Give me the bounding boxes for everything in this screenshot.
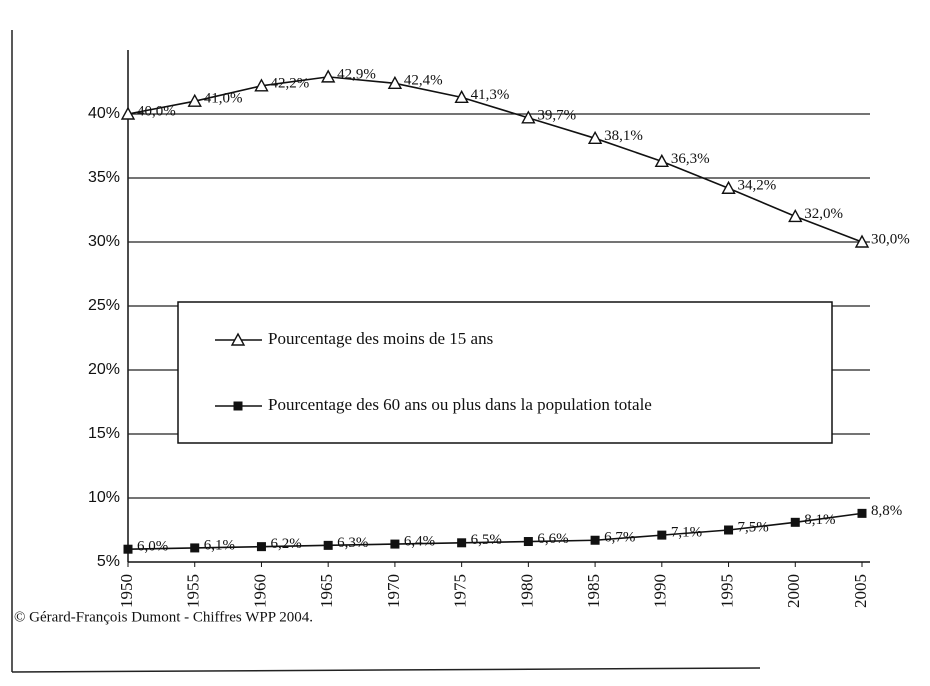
marker-triangle — [587, 130, 603, 145]
y-tick-label: 30% — [88, 233, 120, 250]
marker-triangle — [454, 89, 469, 104]
y-tick-label: 5% — [97, 553, 120, 570]
legend-label: Pourcentage des moins de 15 ans — [268, 329, 493, 348]
marker-triangle — [387, 75, 403, 89]
value-label: 6,0% — [137, 539, 168, 555]
x-tick-label: 1975 — [451, 574, 470, 608]
y-tick-label: 35% — [88, 169, 120, 186]
value-label: 32,0% — [804, 206, 843, 222]
y-tick-label: 40% — [88, 105, 120, 122]
value-label: 30,0% — [871, 231, 910, 247]
x-tick-label: 1980 — [517, 574, 536, 608]
marker-square — [390, 539, 400, 549]
marker-square — [724, 525, 734, 535]
value-label: 34,2% — [738, 178, 777, 194]
value-label: 8,8% — [871, 503, 902, 519]
marker-square — [657, 530, 667, 540]
series-line — [127, 76, 863, 243]
marker-square — [123, 544, 133, 554]
value-label: 6,3% — [337, 535, 368, 551]
value-label: 41,0% — [204, 91, 243, 107]
marker-triangle — [788, 208, 803, 223]
value-label: 6,4% — [404, 534, 435, 550]
value-label: 38,1% — [604, 128, 643, 144]
legend-box — [177, 301, 833, 444]
value-label: 42,9% — [337, 66, 376, 82]
value-label: 7,5% — [738, 519, 769, 535]
marker-square — [323, 540, 333, 550]
value-label: 8,1% — [804, 512, 835, 528]
y-tick-label: 20% — [88, 361, 120, 378]
x-tick-label: 1985 — [584, 574, 603, 608]
x-tick-label: 1950 — [117, 574, 136, 608]
marker-triangle — [321, 69, 336, 83]
x-tick-label: 1965 — [317, 574, 336, 608]
value-label: 6,6% — [537, 531, 568, 547]
marker-triangle — [254, 78, 269, 92]
series-line — [127, 512, 863, 550]
value-label: 40,0% — [137, 103, 176, 119]
x-tick-label: 1990 — [651, 574, 670, 608]
value-label: 41,3% — [471, 87, 510, 103]
marker-square — [233, 401, 243, 411]
value-label: 6,1% — [204, 537, 235, 553]
x-tick-label: 1995 — [717, 574, 736, 608]
marker-triangle — [854, 234, 870, 248]
value-label: 42,4% — [404, 73, 443, 89]
marker-square — [190, 543, 200, 553]
marker-square — [590, 535, 600, 545]
value-label: 7,1% — [671, 525, 702, 541]
marker-square — [857, 508, 867, 518]
marker-triangle — [721, 180, 736, 194]
value-label: 6,2% — [270, 536, 301, 552]
value-label: 42,2% — [270, 75, 309, 91]
x-tick-label: 1955 — [184, 574, 203, 608]
value-label: 36,3% — [671, 151, 710, 167]
source: © Gérard-François Dumont - Chiffres WPP … — [14, 609, 313, 625]
legend-label: Pourcentage des 60 ans ou plus dans la p… — [268, 395, 652, 414]
x-tick-label: 2005 — [851, 574, 870, 608]
marker-triangle — [654, 153, 669, 168]
marker-triangle — [120, 106, 136, 120]
marker-triangle — [521, 110, 536, 124]
y-tick-label: 10% — [88, 489, 120, 506]
marker-square — [523, 537, 533, 547]
x-tick-label: 1960 — [250, 574, 269, 608]
marker-triangle — [187, 93, 202, 107]
x-tick-label: 1970 — [384, 574, 403, 608]
marker-square — [790, 517, 800, 527]
frame-bottom — [11, 667, 761, 673]
y-tick-label: 15% — [88, 425, 120, 442]
y-tick-label: 25% — [88, 297, 120, 314]
marker-triangle — [230, 332, 246, 346]
value-label: 6,7% — [604, 530, 635, 546]
marker-square — [457, 538, 467, 548]
x-tick-label: 2000 — [784, 574, 803, 608]
value-label: 6,5% — [471, 532, 502, 548]
value-label: 39,7% — [537, 107, 576, 123]
marker-square — [256, 542, 266, 552]
